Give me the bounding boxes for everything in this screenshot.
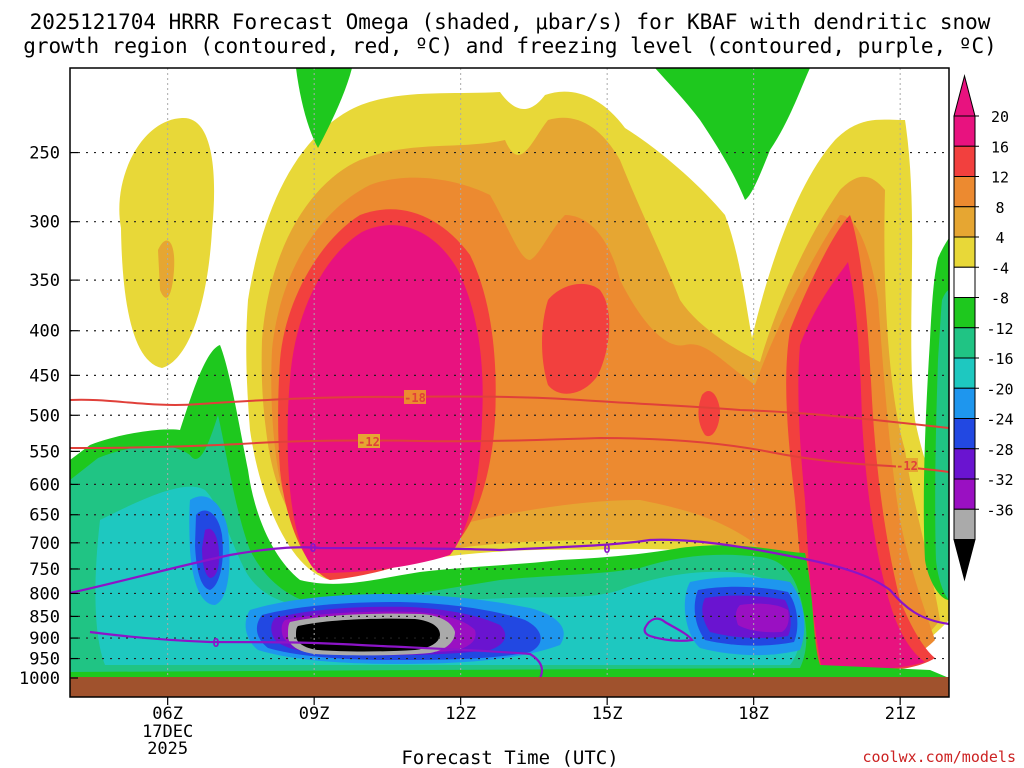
x-tick-label: 12Z <box>445 704 476 724</box>
colorbar-swatch <box>953 236 976 268</box>
colorbar-tick-label: -20 <box>986 380 1013 398</box>
freezing-label-b: 0 <box>212 636 219 650</box>
omega-20-late-core <box>798 262 925 670</box>
colorbar-tick-label: -8 <box>991 290 1009 308</box>
dgz-contour-minus18 <box>70 395 949 429</box>
colorbar-swatch <box>953 448 976 480</box>
y-tick-label: 650 <box>29 506 60 526</box>
y-tick-label: 750 <box>29 560 60 580</box>
omega-neg24-left <box>202 528 220 578</box>
x-tick-label: 21Z <box>885 704 916 724</box>
x-tick-label: 06Z <box>152 704 183 724</box>
x-tick-label: 09Z <box>299 704 330 724</box>
credit-text: coolwx.com/models <box>862 748 1016 766</box>
colorbar-swatch <box>953 418 976 450</box>
grid-lines <box>70 68 949 678</box>
colorbar-bottom-arrow <box>953 539 976 582</box>
y-tick-label: 350 <box>29 271 60 291</box>
colorbar-tick-label: -32 <box>986 471 1013 489</box>
omega-neg36-core <box>296 618 440 652</box>
omega-16-small-blob <box>698 390 720 437</box>
colorbar-tick-label: -12 <box>986 320 1013 338</box>
y-tick-label: 900 <box>29 629 60 649</box>
x-tick-sublabel: 2025 <box>147 739 188 759</box>
colorbar-swatch <box>953 478 976 510</box>
y-tick-label: 250 <box>29 144 60 164</box>
dgz-label-bg-12a <box>358 434 380 448</box>
freezing-label-a: 0 <box>309 541 316 555</box>
freezing-contour-low <box>89 630 544 678</box>
omega-neg28-right <box>735 603 789 633</box>
plot-frame <box>69 67 950 698</box>
colorbar-tick-label: 8 <box>995 199 1004 217</box>
chart-title-line1: 2025121704 HRRR Forecast Omega (shaded, … <box>30 10 991 34</box>
dgz-label-bg-12b <box>896 458 918 472</box>
colorbar-tick-label: -16 <box>986 350 1013 368</box>
colorbar-swatch <box>953 357 976 389</box>
colorbar-swatch <box>953 206 976 238</box>
y-tick-label: 700 <box>29 534 60 554</box>
freezing-contour-main <box>70 538 949 626</box>
y-tick-label: 300 <box>29 213 60 233</box>
y-axis: 2503003504004505005506006507007508008509… <box>19 144 78 689</box>
freezing-contour-loop <box>643 617 694 642</box>
omega-8-patch <box>158 240 175 298</box>
omega-neg4-upper-right <box>655 68 810 200</box>
colorbar-tick-label: 12 <box>991 169 1009 187</box>
x-tick-label: 18Z <box>738 704 769 724</box>
dgz-label-minus12-a: -12 <box>358 435 380 449</box>
colorbar-swatch <box>953 115 976 147</box>
colorbar-swatch <box>953 508 976 540</box>
colorbar-swatch <box>953 297 976 329</box>
colorbar-swatch <box>953 387 976 419</box>
dgz-label-minus18: -18 <box>404 391 426 405</box>
x-axis-label: Forecast Time (UTC) <box>401 747 618 768</box>
colorbar-swatch <box>953 145 976 177</box>
x-tick-sublabel: 17DEC <box>142 722 193 742</box>
omega-neg8-right-edge <box>935 290 949 600</box>
colorbar: 20 16 12 8 4 -4 -8 -12 -16 -20 -24 -28 -32 -36 <box>953 74 1014 582</box>
dgz-label-bg-18 <box>404 390 426 404</box>
y-tick-label: 600 <box>29 475 60 495</box>
colorbar-top-arrow <box>953 74 976 117</box>
colorbar-tick-label: -24 <box>986 411 1013 429</box>
colorbar-tick-label: -4 <box>991 259 1009 277</box>
y-tick-label: 400 <box>29 322 60 342</box>
shading-pos-20 <box>287 225 925 670</box>
plot-area: -18 -12 -12 0 0 0 <box>70 68 949 678</box>
colorbar-tick-label: 4 <box>995 229 1004 247</box>
chart-title-line2: growth region (contoured, red, ºC) and f… <box>23 34 997 58</box>
colorbar-swatch <box>953 327 976 359</box>
dgz-contour-minus12 <box>70 436 949 473</box>
omega-20-upper-core <box>287 225 483 573</box>
colorbar-swatch <box>953 176 976 208</box>
y-tick-label: 450 <box>29 366 60 386</box>
y-tick-label: 500 <box>29 406 60 426</box>
y-tick-label: 550 <box>29 442 60 462</box>
y-tick-label: 850 <box>29 607 60 627</box>
colorbar-tick-label: 20 <box>991 108 1009 126</box>
shading-neg-36 <box>296 618 440 652</box>
y-tick-label: 1000 <box>19 669 60 689</box>
colorbar-tick-label: -28 <box>986 441 1013 459</box>
y-tick-label: 800 <box>29 584 60 604</box>
colorbar-tick-label: 16 <box>991 138 1009 156</box>
omega-16-mid-core <box>542 283 610 394</box>
omega-neg4-upper-dip <box>296 68 352 148</box>
y-tick-label: 950 <box>29 650 60 670</box>
colorbar-tick-label: -36 <box>986 501 1013 519</box>
ground-surface <box>70 677 949 697</box>
dgz-label-minus12-b: -12 <box>896 459 918 473</box>
x-tick-label: 15Z <box>592 704 623 724</box>
freezing-label-c: 0 <box>603 542 610 556</box>
colorbar-swatch <box>953 266 976 298</box>
